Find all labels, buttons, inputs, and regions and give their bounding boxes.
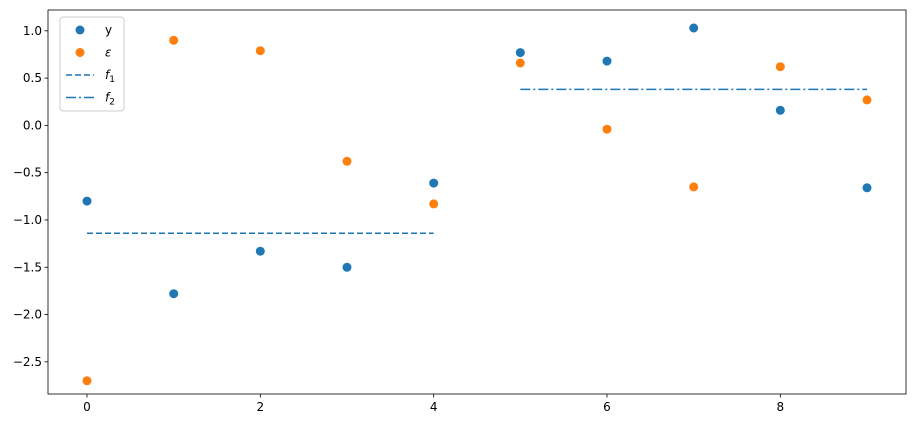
series-1-point <box>429 199 439 209</box>
legend-marker <box>75 25 85 35</box>
legend-label-text: y <box>105 23 112 37</box>
x-tick-label: 8 <box>777 400 785 414</box>
legend-marker <box>75 48 85 57</box>
series-0-point <box>82 196 92 206</box>
x-tick-label: 0 <box>83 400 91 414</box>
plot-marks <box>82 23 872 386</box>
legend-label-subscript: 1 <box>109 75 115 85</box>
legend-box <box>59 16 125 112</box>
y-tick-label: 0.0 <box>23 118 42 132</box>
legend-label: y <box>105 23 112 37</box>
series-1-point <box>602 124 612 134</box>
legend-label-subscript: 2 <box>109 98 115 108</box>
series-1-point <box>775 62 785 72</box>
series-1-point <box>82 376 92 386</box>
series-0-point <box>515 48 525 58</box>
series-0-point <box>169 289 179 299</box>
series-1-point <box>169 35 179 45</box>
x-tick-label: 6 <box>603 400 611 414</box>
series-0-point <box>602 56 612 66</box>
legend-label: ε <box>105 46 112 60</box>
y-tick-label: −2.0 <box>13 308 42 322</box>
legend-label: f1 <box>105 68 115 85</box>
series-0-point <box>429 178 439 188</box>
y-tick-label: −2.5 <box>13 355 42 369</box>
series-0-point <box>775 105 785 115</box>
series-1-point <box>342 156 352 166</box>
series-1-point <box>515 58 525 68</box>
axes: 0 2 4 6 8 −2.5 −2.0 −1.5 −1.0 −0.5 0.0 0.5 1.0 <box>13 9 907 414</box>
legend-label-text: ε <box>105 46 112 60</box>
series-0-point <box>689 23 699 33</box>
x-tick-label: 2 <box>257 400 265 414</box>
x-tick-label: 4 <box>430 400 438 414</box>
legend-label-text: f <box>105 68 111 82</box>
series-0-point <box>342 262 352 272</box>
y-tick-label: −1.5 <box>13 260 42 274</box>
y-tick-label: −1.0 <box>13 213 42 227</box>
legend-label: f2 <box>105 91 115 108</box>
series-1-point <box>255 46 265 56</box>
y-tick-label: 0.5 <box>23 71 42 85</box>
legend-label-text: f <box>105 91 111 105</box>
series-0-point <box>255 246 265 256</box>
series-1-point <box>689 182 699 192</box>
series-1-point <box>862 95 872 105</box>
y-tick-label: −0.5 <box>13 166 42 180</box>
series-0-point <box>862 183 872 193</box>
y-tick-label: 1.0 <box>23 24 42 38</box>
plot-frame <box>47 9 907 395</box>
